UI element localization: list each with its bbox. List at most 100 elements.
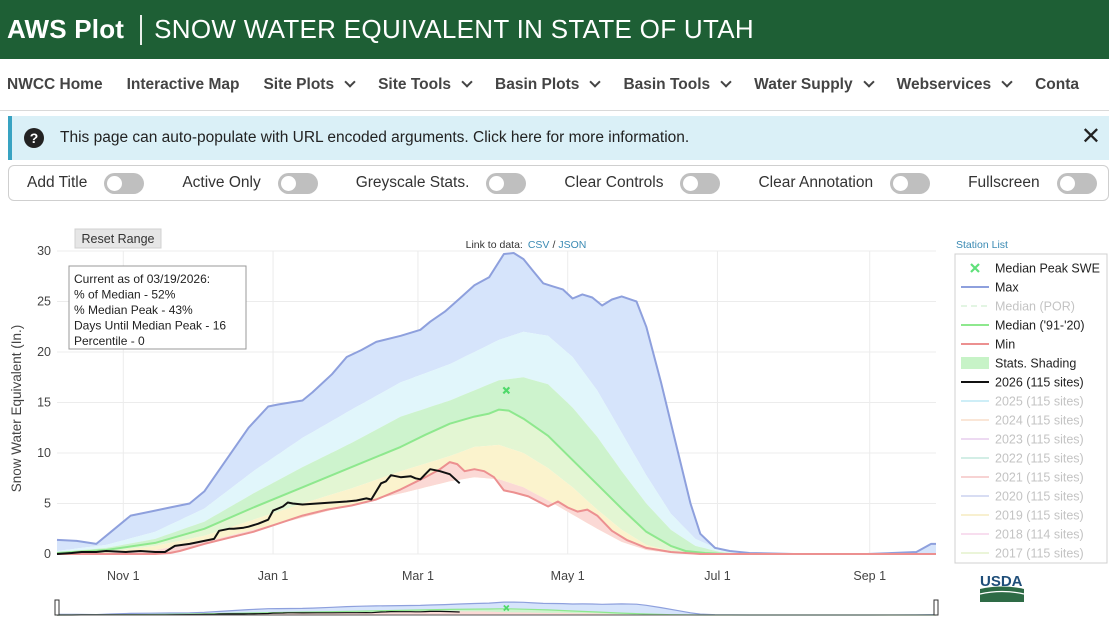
nav-item-site-plots[interactable]: Site Plots — [263, 76, 356, 94]
nav-item-water-supply[interactable]: Water Supply — [754, 76, 875, 94]
slider-min-area — [57, 611, 936, 615]
nav-item-webservices[interactable]: Webservices — [897, 76, 1013, 94]
legend-label: Stats. Shading — [995, 357, 1076, 371]
main-nav: NWCC Home Interactive Map Site Plots Sit… — [0, 59, 1109, 111]
legend-item[interactable]: Min — [961, 338, 1015, 352]
legend-item[interactable]: 2026 (115 sites) — [961, 376, 1084, 390]
legend-label: 2024 (115 sites) — [995, 414, 1084, 428]
legend-label: Max — [995, 281, 1019, 295]
data-link-sep: / — [552, 239, 555, 251]
x-tick-label: Sep 1 — [853, 569, 886, 583]
y-tick-label: 30 — [37, 244, 51, 258]
info-message[interactable]: This page can auto-populate with URL enc… — [60, 129, 690, 146]
legend-item[interactable]: 2018 (114 sites) — [961, 528, 1084, 542]
json-link[interactable]: JSON — [558, 239, 586, 251]
legend-item[interactable]: Median Peak SWE — [970, 262, 1100, 276]
slider-left-handle[interactable] — [54, 599, 60, 616]
reset-range-label[interactable]: Reset Range — [82, 232, 155, 246]
nav-item-contact[interactable]: Conta — [1035, 76, 1079, 94]
data-link-line: Link to data: CSV / JSON — [466, 239, 587, 251]
band-p30-p10 — [57, 444, 936, 554]
nav-item-nwcc-home[interactable]: NWCC Home — [7, 76, 103, 94]
toggle-switch[interactable] — [890, 172, 931, 194]
reset-range-button[interactable] — [74, 228, 162, 249]
question-icon: ? — [24, 128, 44, 148]
toggle-greyscale-stats[interactable]: Greyscale Stats. — [355, 172, 527, 194]
nav-item-interactive-map[interactable]: Interactive Map — [127, 76, 240, 94]
legend-item[interactable]: Median ('91-'20) — [961, 319, 1085, 333]
nav-item-basin-plots[interactable]: Basin Plots — [495, 75, 602, 94]
legend-item[interactable]: 2019 (115 sites) — [961, 509, 1084, 523]
toggle-label: Greyscale Stats. — [355, 174, 470, 191]
y-tick-label: 5 — [44, 497, 51, 511]
x-tick-label: Mar 1 — [402, 569, 434, 583]
annotation-frame — [68, 265, 247, 350]
x-tick-label: Jan 1 — [258, 569, 289, 583]
header-divider — [140, 14, 143, 45]
toggle-switch[interactable] — [486, 172, 527, 194]
legend-item[interactable]: 2024 (115 sites) — [961, 414, 1084, 428]
annotation-box: Current as of 03/19/2026: % of Median - 5… — [68, 265, 247, 350]
toggle-switch[interactable] — [277, 172, 318, 194]
close-icon[interactable]: ✕ — [1080, 123, 1101, 150]
toggle-add-title[interactable]: Add Title — [27, 172, 145, 194]
legend-item[interactable]: 2022 (115 sites) — [961, 452, 1084, 466]
band-max-p90 — [57, 253, 936, 554]
toggle-fullscreen[interactable]: Fullscreen — [968, 172, 1097, 194]
nav-item-basin-tools[interactable]: Basin Tools — [623, 75, 732, 94]
legend-item[interactable]: Max — [961, 281, 1019, 295]
chevron-down-icon — [589, 76, 602, 88]
brand-title[interactable]: AWS Plot — [7, 14, 125, 44]
usda-logo-hills — [980, 586, 1024, 602]
nav-label: Interactive Map — [126, 75, 240, 93]
data-link-prefix: Link to data: — [466, 239, 523, 251]
y-tick-label: 10 — [37, 446, 51, 460]
usda-logo: USDA — [979, 573, 1025, 602]
y-tick-label: 25 — [37, 295, 51, 309]
band-p90-p70 — [57, 331, 936, 554]
toggle-clear-controls[interactable]: Clear Controls — [564, 172, 721, 194]
toggle-switch[interactable] — [104, 172, 145, 194]
toggle-clear-annotation[interactable]: Clear Annotation — [758, 172, 931, 194]
y-tick-label: 0 — [44, 547, 51, 561]
legend-item[interactable]: 2017 (115 sites) — [961, 547, 1084, 561]
legend-label: 2018 (114 sites) — [995, 528, 1084, 542]
chevron-down-icon — [461, 76, 473, 88]
annotation-line: Days Until Median Peak - 16 — [74, 319, 226, 333]
toggle-label: Add Title — [27, 174, 88, 191]
csv-link[interactable]: CSV — [528, 239, 550, 251]
nav-label: Basin Tools — [623, 75, 711, 93]
toggle-switch[interactable] — [1056, 172, 1097, 194]
chevron-down-icon — [720, 76, 732, 88]
swe-chart[interactable]: 0 5 10 15 20 25 30 Nov 1 Jan 1 Mar 1 May 1 Jul 1 Sep… — [0, 210, 1109, 628]
annotation-line: % Median Peak - 43% — [74, 303, 193, 317]
legend-label: 2019 (115 sites) — [995, 509, 1084, 523]
x-tick-label: Nov 1 — [107, 569, 140, 583]
series-lines — [56, 252, 936, 555]
toggle-active-only[interactable]: Active Only — [182, 172, 318, 194]
y-axis-label: Snow Water Equivalent (In.) — [9, 325, 24, 493]
y-tick-label: 15 — [37, 396, 51, 410]
chart-container: 0 5 10 15 20 25 30 Nov 1 Jan 1 Mar 1 May 1 Jul 1 Sep… — [0, 210, 1109, 628]
legend-item[interactable]: 2020 (115 sites) — [961, 490, 1084, 504]
legend-item[interactable]: Median (POR) — [961, 300, 1075, 314]
legend-item[interactable]: 2023 (115 sites) — [961, 433, 1084, 447]
legend-item[interactable]: 2021 (115 sites) — [961, 471, 1084, 485]
legend-item[interactable]: 2025 (115 sites) — [961, 395, 1084, 409]
range-slider[interactable] — [54, 599, 939, 616]
nav-label: Basin Plots — [495, 75, 580, 93]
legend-item[interactable]: Stats. Shading — [961, 357, 1076, 371]
slider-right-handle[interactable] — [933, 599, 939, 616]
station-list-link[interactable]: Station List — [956, 239, 1008, 251]
legend-label: Median ('91-'20) — [995, 319, 1085, 333]
legend: Median Peak SWE Max Median (POR) Median ('9… — [954, 253, 1108, 564]
legend-swatch — [961, 357, 989, 369]
legend-label: Min — [995, 338, 1015, 352]
legend-label: 2017 (115 sites) — [995, 547, 1084, 561]
toggle-label: Clear Annotation — [758, 174, 874, 191]
header-bar: AWS Plot SNOW WATER EQUIVALENT IN STATE … — [0, 0, 1109, 59]
toggle-switch[interactable] — [680, 172, 721, 194]
info-banner[interactable]: ? This page can auto-populate with URL e… — [8, 116, 1109, 160]
legend-label: 2023 (115 sites) — [995, 433, 1084, 447]
nav-item-site-tools[interactable]: Site Tools — [378, 76, 473, 94]
